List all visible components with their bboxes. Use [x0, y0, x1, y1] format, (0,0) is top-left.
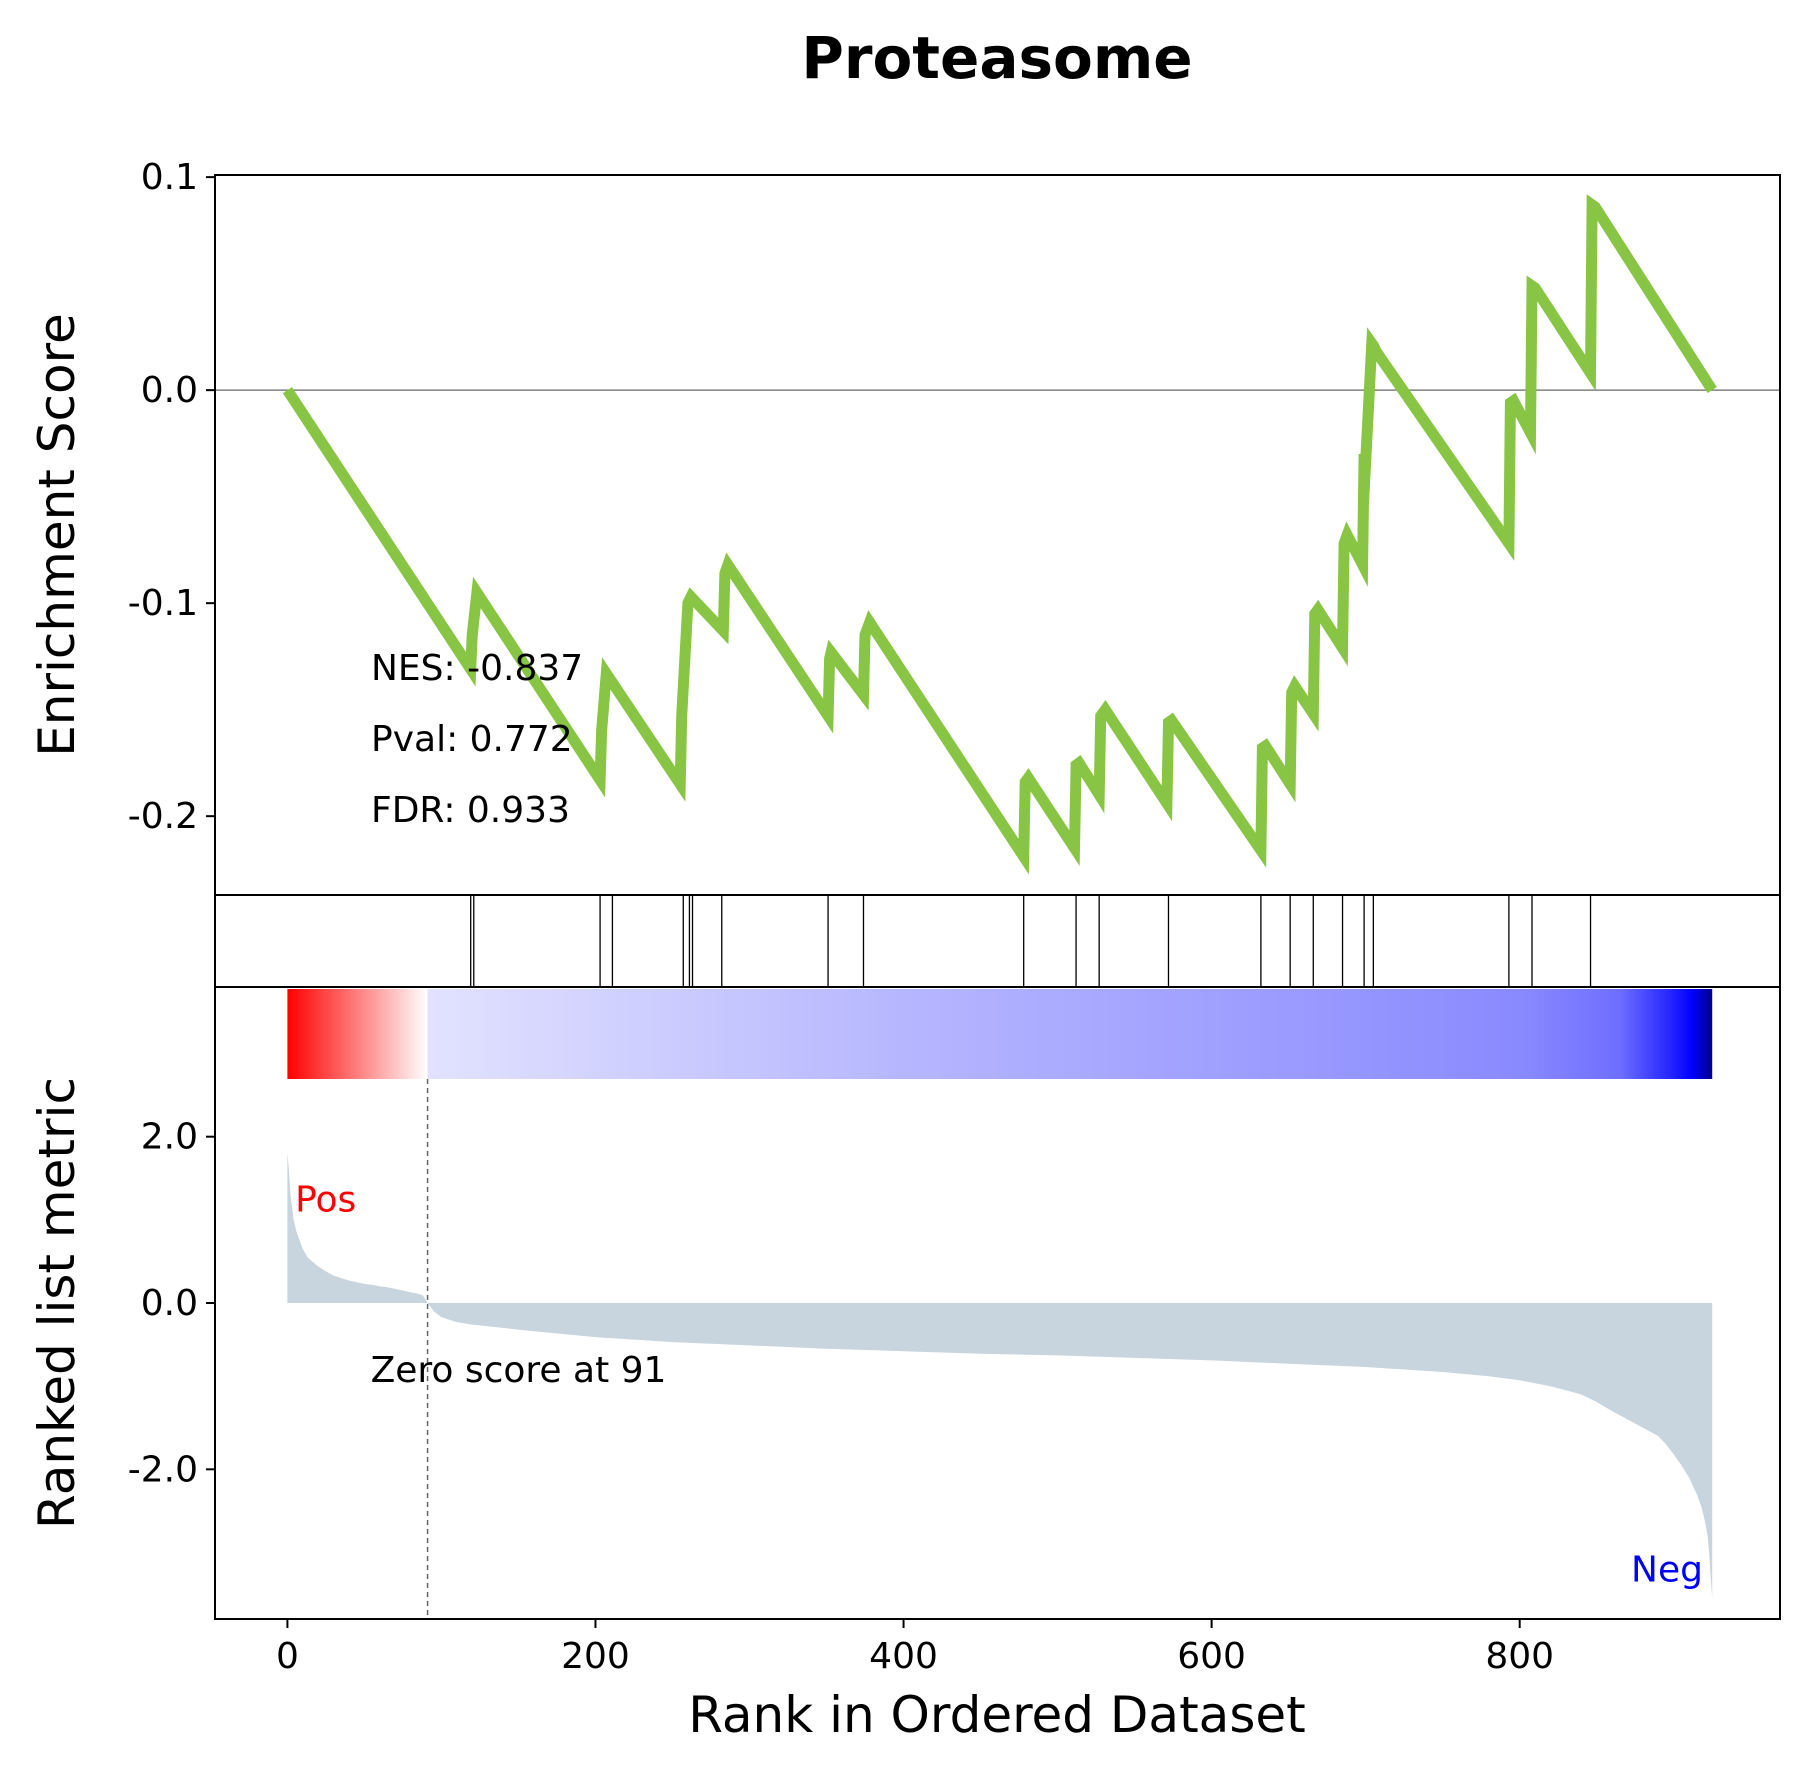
ranked-frame: [214, 986, 1781, 1620]
enrichment-y-tick-label: -0.2: [128, 796, 198, 837]
enrichment-y-ticks: 0.1 0.0 -0.1 -0.2: [128, 157, 215, 837]
x-axis-label: Rank in Ordered Dataset: [688, 1686, 1305, 1744]
hits-frame: [214, 894, 1781, 988]
neg-label: Neg: [1631, 1550, 1703, 1591]
ranked-panel: Zero score at 91 Pos Neg 2.0 0.0 -2.0 Rank…: [28, 989, 1713, 1619]
x-tick-label: 400: [869, 1636, 938, 1677]
ranked-y-tick-label: 2.0: [141, 1117, 198, 1158]
x-tick-label: 600: [1177, 1636, 1246, 1677]
pos-label: Pos: [295, 1180, 356, 1221]
enrichment-y-tick-label: -0.1: [128, 583, 198, 624]
ranked-y-tick-label: 0.0: [141, 1283, 198, 1324]
x-tick-label: 0: [276, 1636, 299, 1677]
enrichment-panel: 0.1 0.0 -0.1 -0.2 NES: -0.837 Pval: 0.772 F…: [28, 157, 1780, 875]
ranked-y-ticks: 2.0 0.0 -2.0: [128, 1117, 215, 1490]
x-tick-label: 800: [1485, 1636, 1554, 1677]
enrichment-frame: [214, 174, 1781, 896]
nes-annotation: NES: -0.837: [371, 648, 583, 689]
rank-colorbar: [287, 989, 1713, 1079]
chart-title: Proteasome: [801, 24, 1192, 92]
zero-score-label: Zero score at 91: [371, 1350, 667, 1391]
enrichment-y-tick-label: 0.1: [141, 157, 198, 198]
hits-panel: [470, 895, 1592, 987]
ranked-y-label: Ranked list metric: [28, 1077, 86, 1529]
hit-lines: [470, 895, 1592, 987]
x-axis-ticks: 0 200 400 600 800: [276, 1619, 1554, 1677]
ranked-y-tick-label: -2.0: [128, 1449, 198, 1490]
fdr-annotation: FDR: 0.933: [371, 790, 570, 831]
enrichment-line: [282, 194, 1717, 875]
enrichment-y-label: Enrichment Score: [28, 313, 86, 757]
x-tick-label: 200: [561, 1636, 630, 1677]
enrichment-series: [282, 194, 1717, 875]
enrichment-y-tick-label: 0.0: [141, 370, 198, 411]
pval-annotation: Pval: 0.772: [371, 719, 573, 760]
